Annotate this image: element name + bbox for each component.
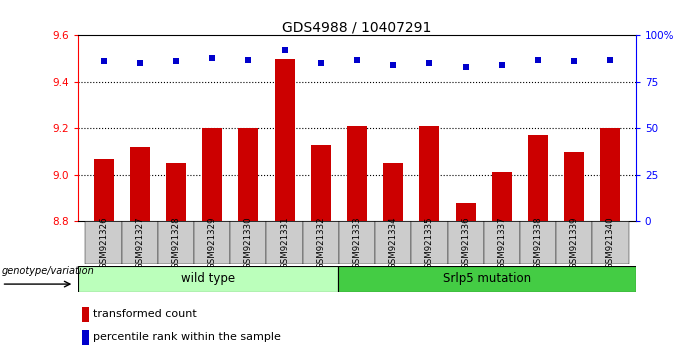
Bar [528, 135, 548, 221]
Text: GSM921326: GSM921326 [99, 216, 108, 269]
Text: GSM921339: GSM921339 [570, 216, 579, 269]
Point [98, 58, 109, 64]
Text: GSM921329: GSM921329 [207, 216, 217, 269]
Bar [447, 221, 483, 264]
Text: Srlp5 mutation: Srlp5 mutation [443, 272, 531, 285]
Bar [411, 221, 447, 264]
Text: GSM921333: GSM921333 [352, 216, 362, 269]
Bar [420, 126, 439, 221]
Bar [384, 163, 403, 221]
Bar [122, 221, 158, 264]
Text: GSM921331: GSM921331 [280, 216, 289, 269]
Bar [339, 266, 636, 292]
Text: wild type: wild type [182, 272, 235, 285]
Text: GSM921334: GSM921334 [389, 216, 398, 269]
Bar [564, 152, 584, 221]
Text: GSM921338: GSM921338 [534, 216, 543, 269]
Bar [483, 221, 520, 264]
Point [424, 61, 435, 66]
Text: GSM921327: GSM921327 [135, 216, 144, 269]
Bar [275, 59, 294, 221]
Bar [311, 144, 330, 221]
Point [605, 57, 616, 62]
Bar [592, 221, 628, 264]
Point [135, 61, 146, 66]
Point [279, 47, 290, 53]
Point [207, 55, 218, 61]
Bar [158, 221, 194, 264]
Text: percentile rank within the sample: percentile rank within the sample [93, 332, 281, 342]
Bar [375, 221, 411, 264]
Bar [130, 147, 150, 221]
Bar [339, 221, 375, 264]
Text: GSM921336: GSM921336 [461, 216, 470, 269]
Title: GDS4988 / 10407291: GDS4988 / 10407291 [282, 20, 432, 34]
Bar [94, 159, 114, 221]
Bar [520, 221, 556, 264]
Text: GSM921340: GSM921340 [606, 216, 615, 269]
Point [532, 57, 543, 62]
Bar [86, 221, 122, 264]
Bar [556, 221, 592, 264]
Bar [78, 266, 339, 292]
Bar [239, 129, 258, 221]
Text: genotype/variation: genotype/variation [1, 266, 95, 276]
Point [316, 61, 326, 66]
Bar [166, 163, 186, 221]
Bar [492, 172, 512, 221]
Bar [456, 202, 475, 221]
Bar [231, 221, 267, 264]
Text: GSM921337: GSM921337 [497, 216, 507, 269]
Bar [82, 330, 89, 344]
Text: GSM921335: GSM921335 [425, 216, 434, 269]
Text: GSM921330: GSM921330 [244, 216, 253, 269]
Bar [600, 129, 620, 221]
Point [171, 58, 182, 64]
Point [460, 64, 471, 70]
Point [243, 57, 254, 62]
Point [352, 57, 362, 62]
Bar [303, 221, 339, 264]
Bar [202, 129, 222, 221]
Point [388, 62, 398, 68]
Bar [194, 221, 231, 264]
Bar [82, 307, 89, 322]
Text: transformed count: transformed count [93, 309, 197, 319]
Bar [347, 126, 367, 221]
Point [496, 62, 507, 68]
Text: GSM921328: GSM921328 [171, 216, 180, 269]
Point [568, 58, 579, 64]
Text: GSM921332: GSM921332 [316, 216, 325, 269]
Bar [267, 221, 303, 264]
